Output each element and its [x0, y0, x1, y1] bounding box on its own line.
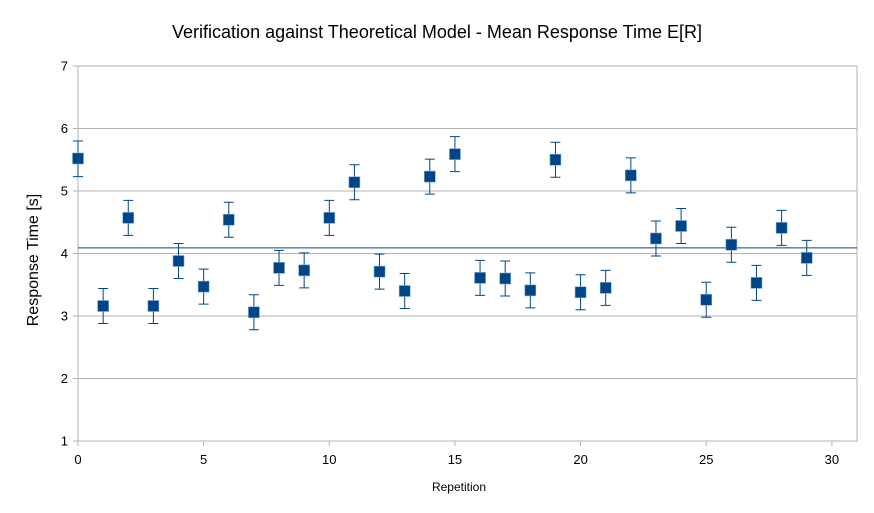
- data-point-16: [474, 272, 486, 284]
- y-tick-labels: 1 2 3 4 5 6 7: [61, 59, 78, 449]
- x-tick-label-10: 10: [322, 452, 336, 467]
- y-tick-label-1: 1: [61, 434, 68, 449]
- data-point-11: [348, 176, 361, 189]
- x-tick-label-0: 0: [74, 452, 81, 467]
- y-tick-label-5: 5: [61, 184, 68, 199]
- data-point-28: [775, 222, 788, 234]
- x-tick-labels: 0 5 10 15 20 25 30: [74, 441, 839, 467]
- x-tick-label-5: 5: [200, 452, 207, 467]
- data-point-18: [524, 284, 537, 297]
- y-tick-label-3: 3: [61, 309, 68, 324]
- data-point-15: [449, 148, 461, 160]
- x-tick-label-20: 20: [573, 452, 587, 467]
- data-point-5: [197, 280, 210, 293]
- x-tick-label-30: 30: [825, 452, 839, 467]
- data-point-22: [625, 169, 637, 182]
- data-point-12: [373, 265, 386, 278]
- data-point-8: [273, 262, 285, 274]
- x-axis-label: Repetition: [432, 480, 486, 494]
- x-tick-label-15: 15: [448, 452, 462, 467]
- data-point-1: [97, 300, 109, 312]
- data-point-23: [650, 232, 662, 245]
- grid-lines: [78, 65, 857, 442]
- data-point-17: [499, 272, 511, 285]
- data-point-26: [725, 238, 738, 251]
- data-point-10: [323, 212, 336, 224]
- data-point-4: [172, 255, 185, 267]
- y-tick-label-4: 4: [61, 246, 68, 261]
- data-point-25: [700, 293, 713, 306]
- data-point-3: [147, 300, 160, 312]
- data-point-6: [222, 213, 235, 226]
- x-tick-label-25: 25: [699, 452, 713, 467]
- data-point-29: [800, 252, 813, 264]
- y-tick-label-6: 6: [61, 121, 68, 136]
- y-tick-label-2: 2: [61, 371, 68, 386]
- data-point-21: [599, 282, 612, 294]
- data-point-27: [750, 277, 763, 289]
- data-point-2: [122, 212, 135, 224]
- data-point-20: [574, 286, 587, 299]
- data-point-13: [398, 285, 411, 297]
- y-axis-label: Response Time [s]: [25, 194, 42, 327]
- chart-title: Verification against Theoretical Model -…: [172, 22, 702, 42]
- y-tick-label-7: 7: [61, 59, 68, 74]
- data-point-9: [298, 264, 310, 277]
- data-points: [72, 148, 813, 319]
- data-point-19: [549, 153, 562, 166]
- data-point-0: [72, 152, 84, 165]
- data-point-7: [248, 306, 260, 319]
- data-point-24: [675, 220, 687, 232]
- data-point-14: [424, 170, 436, 183]
